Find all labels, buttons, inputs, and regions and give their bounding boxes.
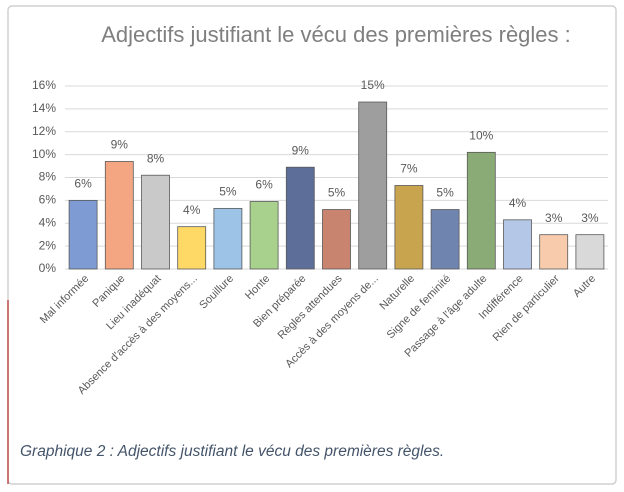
y-tick-label: 10%	[32, 147, 56, 161]
x-tick-label: Souillure	[197, 273, 236, 312]
bar	[68, 199, 98, 270]
x-tick-label: Honte	[243, 273, 272, 302]
chart-title: Adjectifs justifiant le vécu des premièr…	[101, 22, 571, 47]
bar	[104, 161, 134, 270]
bar	[285, 166, 315, 270]
value-label: 9%	[111, 138, 129, 152]
bar	[213, 207, 243, 270]
y-tick-label: 6%	[39, 193, 57, 207]
bar	[249, 201, 279, 270]
x-tick-label: Mal informée	[38, 273, 91, 326]
bar	[358, 101, 388, 270]
y-tick-label: 4%	[39, 215, 57, 229]
bar	[466, 151, 496, 270]
y-tick-label: 16%	[32, 78, 56, 92]
bar	[177, 226, 207, 270]
value-label: 5%	[219, 185, 237, 199]
x-tick-label: Règles attendues	[276, 272, 345, 341]
bar	[141, 174, 170, 270]
bar	[503, 219, 532, 270]
x-tick-label: Autre	[571, 273, 598, 300]
x-tick-label: Rien de particulier	[491, 272, 562, 343]
bar	[322, 209, 351, 270]
value-label: 5%	[436, 186, 454, 200]
value-label: 10%	[469, 129, 493, 143]
value-label: 4%	[509, 196, 527, 210]
frame	[7, 5, 617, 485]
x-tick-label: Panique	[90, 273, 127, 310]
bar	[394, 185, 424, 270]
y-tick-label: 8%	[39, 170, 57, 184]
value-label: 4%	[183, 203, 201, 217]
y-tick-label: 12%	[32, 124, 56, 138]
value-label: 3%	[581, 211, 599, 225]
x-tick-label: Signe de feminité	[385, 273, 454, 342]
y-tick-label: 0%	[39, 261, 57, 275]
bar	[575, 234, 605, 270]
value-label: 3%	[545, 211, 563, 225]
bar	[539, 234, 569, 270]
value-label: 9%	[292, 143, 310, 157]
value-label: 8%	[147, 151, 165, 165]
value-label: 6%	[255, 178, 273, 192]
y-tick-label: 14%	[32, 101, 56, 115]
value-label: 7%	[400, 162, 418, 176]
y-tick-label: 2%	[39, 238, 57, 252]
value-label: 15%	[361, 78, 385, 92]
caption: Graphique 2 : Adjectifs justifiant le vé…	[20, 443, 444, 460]
value-label: 6%	[74, 177, 92, 191]
value-label: 5%	[328, 186, 346, 200]
bar	[430, 209, 460, 270]
